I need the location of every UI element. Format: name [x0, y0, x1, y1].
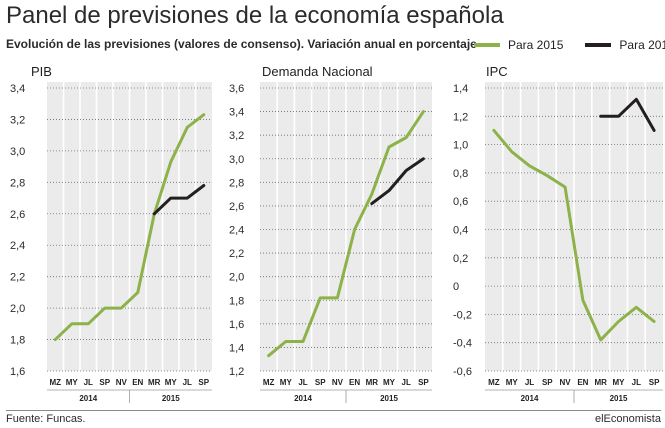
- y-tick-label: 2,6: [10, 209, 25, 221]
- y-tick-label: 2,4: [10, 240, 25, 252]
- x-tick-label: SP: [418, 378, 429, 387]
- x-tick-label: SP: [99, 378, 110, 387]
- y-tick-label: 0: [453, 281, 459, 293]
- x-tick-label: SP: [542, 378, 553, 387]
- y-tick-label: 1,2: [229, 366, 244, 378]
- x-tick-label: MY: [613, 378, 626, 387]
- x-tick-label: MZ: [263, 378, 275, 387]
- y-tick-label: 1,4: [229, 342, 244, 354]
- year-label-2014: 2014: [521, 394, 539, 403]
- page-subtitle: Evolución de las previsiones (valores de…: [6, 37, 477, 51]
- panel-title: Demanda Nacional: [262, 64, 373, 79]
- y-tick-label: 1,8: [10, 335, 25, 347]
- legend-swatch-2015: [474, 43, 500, 47]
- legend-label-2016: Para 2016: [619, 38, 665, 52]
- legend-swatch-2016: [585, 43, 612, 47]
- series-line-2015: [53, 113, 206, 342]
- y-tick-label: 2,6: [229, 201, 244, 213]
- y-tick-label: 2,8: [229, 177, 244, 189]
- year-label-2015: 2015: [380, 394, 398, 403]
- series-line-2015: [267, 110, 425, 358]
- y-tick-label: 3,6: [229, 83, 244, 95]
- y-tick-label: -0,2: [453, 309, 472, 321]
- legend-item-2015: Para 2015: [474, 38, 563, 52]
- y-tick-label: 3,0: [229, 154, 244, 166]
- x-tick-label: JL: [84, 378, 93, 387]
- year-label-2015: 2015: [162, 394, 180, 403]
- y-tick-label: 1,6: [10, 366, 25, 378]
- y-tick-label: 1,6: [229, 319, 244, 331]
- page-title: Panel de previsiones de la economía espa…: [6, 2, 504, 29]
- x-tick-label: MR: [366, 378, 379, 387]
- y-tick-label: 3,2: [10, 114, 25, 126]
- x-tick-label: JL: [298, 378, 307, 387]
- charts-container: 1,6 1,8 2,0 2,2 2,4 2,6 2,8 3,0 3,2 3,4 PIB MZ MY JL S…: [10, 64, 663, 403]
- series-line-2016: [152, 184, 206, 216]
- series-line-2016: [370, 157, 425, 206]
- x-tick-label: MY: [165, 378, 178, 387]
- y-tick-label: -0,6: [453, 366, 472, 378]
- y-tick-label: 3,4: [10, 83, 25, 95]
- y-tick-label: 0,8: [453, 168, 468, 180]
- x-tick-label: JL: [525, 378, 534, 387]
- x-tick-label: MZ: [488, 378, 500, 387]
- series-line-2015: [492, 128, 656, 342]
- chart-demanda-nacional: 1,2 1,4 1,6 1,8 2,0 2,2 2,4 2,6 2,8 3,0 3,2 3,4 3,6 D…: [229, 64, 432, 403]
- y-tick-label: 2,2: [229, 248, 244, 260]
- y-tick-label: 2,2: [10, 272, 25, 284]
- y-tick-label: 3,4: [229, 107, 244, 119]
- x-tick-label: EN: [577, 378, 588, 387]
- legend-item-2016: Para 2016: [585, 38, 665, 52]
- y-tick-label: 2,0: [10, 303, 25, 315]
- brand-logo-text: elEconomista: [594, 413, 661, 425]
- x-tick-label: NV: [116, 378, 128, 387]
- legend-label-2015: Para 2015: [508, 38, 564, 52]
- x-tick-label: MR: [594, 378, 607, 387]
- x-tick-label: MR: [148, 378, 161, 387]
- y-tick-label: 0,2: [453, 253, 468, 265]
- y-tick-label: 1,2: [453, 111, 468, 123]
- y-tick-label: 2,8: [10, 177, 25, 189]
- x-tick-label: NV: [560, 378, 572, 387]
- x-tick-label: MY: [383, 378, 396, 387]
- y-tick-label: 2,4: [229, 225, 244, 237]
- x-tick-label: NV: [332, 378, 344, 387]
- x-tick-label: MY: [506, 378, 519, 387]
- x-tick-label: EN: [132, 378, 143, 387]
- x-tick-label: JL: [402, 378, 411, 387]
- series-line-2016: [599, 97, 656, 132]
- y-tick-label: 1,0: [453, 140, 468, 152]
- legend: Para 2015 Para 2016: [474, 38, 665, 52]
- y-tick-label: 0,6: [453, 196, 468, 208]
- year-label-2014: 2014: [79, 394, 97, 403]
- y-tick-label: 0,4: [453, 225, 468, 237]
- x-tick-label: EN: [349, 378, 360, 387]
- x-tick-label: SP: [198, 378, 209, 387]
- x-tick-label: SP: [315, 378, 326, 387]
- charts-svg: 1,6 1,8 2,0 2,2 2,4 2,6 2,8 3,0 3,2 3,4 PIB MZ MY JL S…: [10, 64, 663, 403]
- x-tick-label: JL: [183, 378, 192, 387]
- y-tick-label: 3,2: [229, 130, 244, 142]
- y-tick-label: 3,0: [10, 146, 25, 158]
- footer-divider: [6, 410, 661, 411]
- panel-title: IPC: [486, 64, 508, 79]
- chart-pib: 1,6 1,8 2,0 2,2 2,4 2,6 2,8 3,0 3,2 3,4 PIB MZ MY JL S…: [10, 64, 212, 403]
- y-tick-label: 2,0: [229, 272, 244, 284]
- y-tick-label: 1,8: [229, 295, 244, 307]
- x-tick-label: SP: [649, 378, 660, 387]
- x-tick-label: MZ: [49, 378, 61, 387]
- x-tick-label: MY: [280, 378, 293, 387]
- panel-title: PIB: [31, 64, 52, 79]
- chart-ipc: -0,6 -0,4 -0,2 0 0,2 0,4 0,6 0,8 1,0 1,2 1,4 IPC MZ M…: [453, 64, 663, 403]
- year-label-2015: 2015: [610, 394, 628, 403]
- y-tick-label: 1,4: [453, 83, 468, 95]
- x-tick-label: JL: [632, 378, 641, 387]
- year-label-2014: 2014: [294, 394, 312, 403]
- y-tick-label: -0,4: [453, 338, 472, 350]
- source-note: Fuente: Funcas.: [6, 413, 86, 425]
- x-tick-label: MY: [66, 378, 79, 387]
